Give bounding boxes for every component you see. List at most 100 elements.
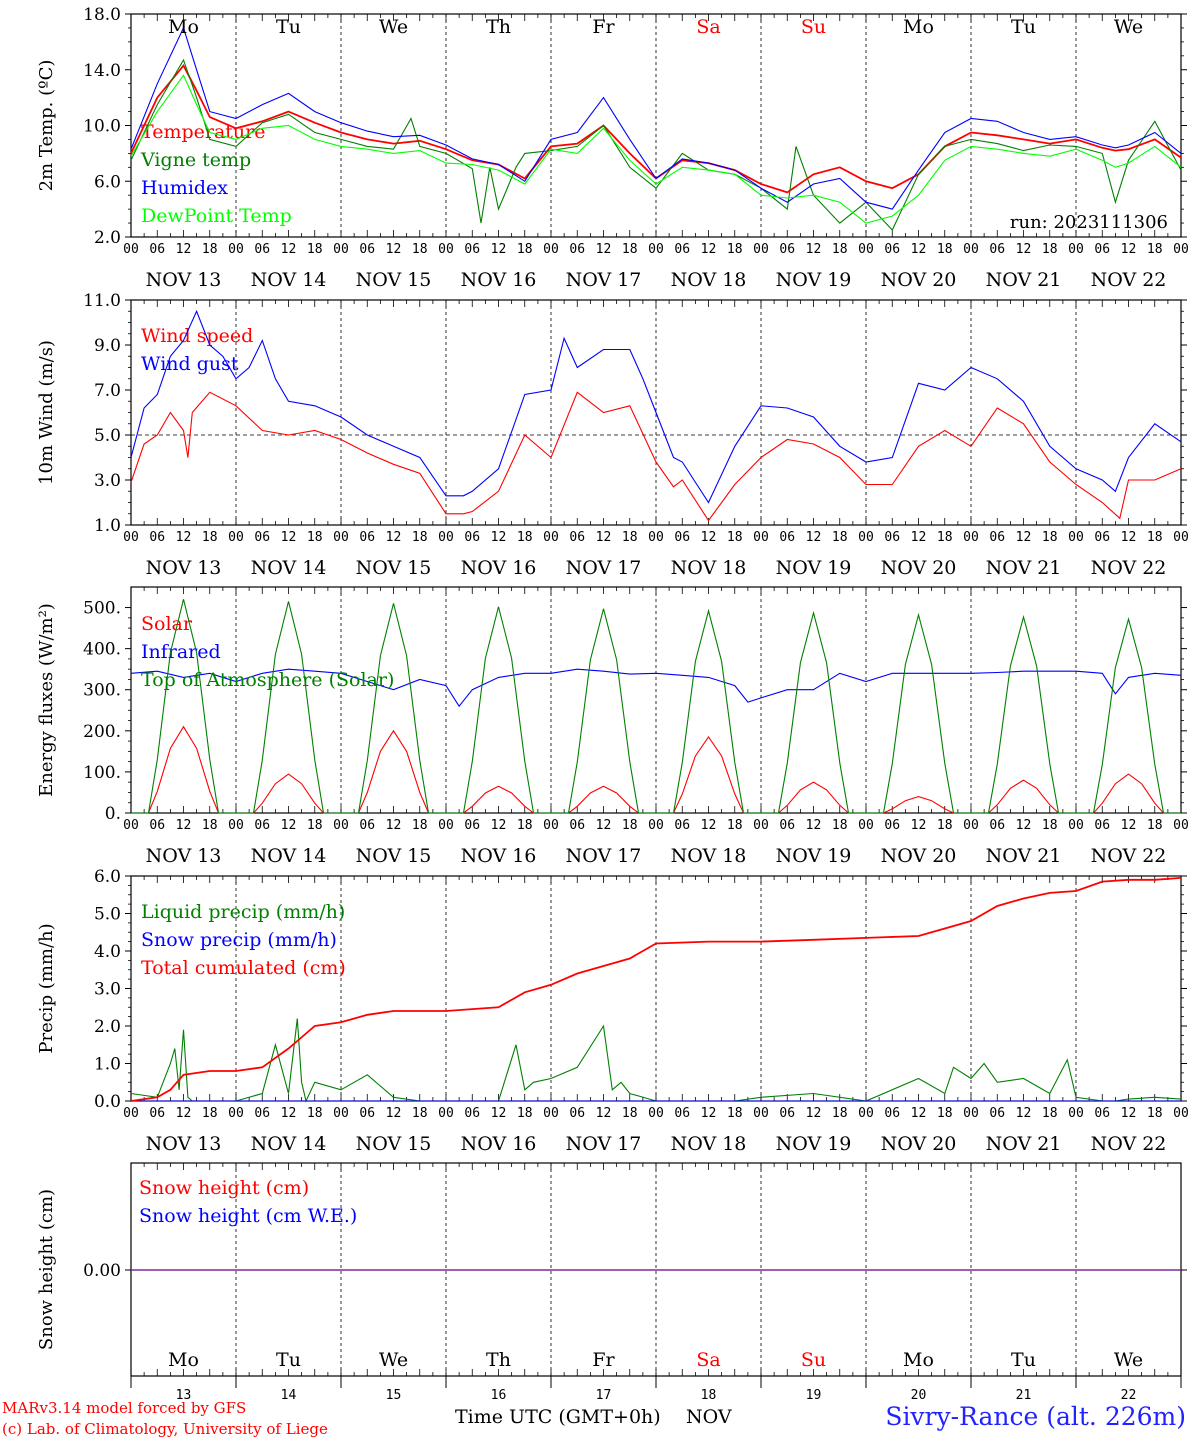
hour-label: 06: [569, 818, 585, 833]
y-tick-label: 4.0: [94, 942, 121, 962]
hour-label: 00: [753, 530, 769, 545]
hour-label: 18: [517, 818, 533, 833]
hour-label: 12: [491, 530, 507, 545]
hour-label: 06: [779, 530, 795, 545]
legend-entry: Total cumulated (cm): [141, 957, 346, 979]
panel-5: 0.00 Snow height (cm) Snow height (cm) Snow…: [36, 1162, 1187, 1403]
weekday-label: Th: [486, 1349, 511, 1371]
weekday-label: Tu: [276, 1349, 301, 1371]
hour-label: 06: [359, 818, 375, 833]
legend-entry: Top of Atmosphere (Solar): [141, 669, 394, 691]
hour-label: 18: [622, 1106, 638, 1121]
hour-label: 18: [307, 1106, 323, 1121]
hour-label: 06: [884, 242, 900, 257]
hour-label: 12: [281, 242, 297, 257]
hour-label: 18: [307, 818, 323, 833]
day-number: 21: [1016, 1388, 1032, 1403]
hour-label: 12: [1016, 818, 1032, 833]
weekday-label: Sa: [696, 16, 720, 38]
hour-label: 00: [543, 1106, 559, 1121]
y-tick-label: 1.0: [94, 1055, 121, 1075]
weekday-label: Su: [801, 1349, 826, 1371]
hour-label: 12: [491, 818, 507, 833]
y-tick-label: 400.: [83, 640, 121, 660]
y-tick-label: 3.0: [94, 980, 121, 1000]
hour-label: 00: [228, 242, 244, 257]
hour-label: 00: [1068, 1106, 1084, 1121]
y-tick-label: 6.0: [94, 172, 121, 192]
hour-label: 06: [359, 242, 375, 257]
hour-label: 18: [517, 530, 533, 545]
y-tick-label: 500.: [83, 599, 121, 619]
date-label: NOV 18: [671, 845, 747, 867]
legend-entry: Temperature: [141, 121, 265, 143]
y-tick-label: 2.0: [94, 1017, 121, 1037]
hour-label: 06: [884, 1106, 900, 1121]
hour-label: 18: [1042, 242, 1058, 257]
hour-label: 12: [1121, 818, 1137, 833]
hour-label: 18: [412, 530, 428, 545]
hour-label: 06: [359, 530, 375, 545]
x-axis-title: Time UTC (GMT+0h): [455, 1406, 661, 1428]
date-label: NOV 22: [1091, 845, 1167, 867]
hour-label: 00: [753, 1106, 769, 1121]
y-tick-label: 0.: [105, 804, 121, 824]
date-label: NOV 16: [461, 557, 537, 579]
date-label: NOV 22: [1091, 557, 1167, 579]
y-tick-label: 5.0: [94, 905, 121, 925]
y-tick-label: 14.0: [83, 61, 121, 81]
hour-label: 18: [727, 242, 743, 257]
legend-entry: Snow height (cm W.E.): [139, 1205, 357, 1227]
hour-label: 06: [674, 530, 690, 545]
date-label: NOV 20: [881, 845, 957, 867]
date-label: NOV 13: [146, 557, 222, 579]
hour-label: 12: [806, 1106, 822, 1121]
hour-label: 00: [333, 1106, 349, 1121]
hour-label: 12: [176, 818, 192, 833]
legend-entry: Snow height (cm): [139, 1177, 309, 1199]
series-line: [130, 58, 1182, 231]
date-label: NOV 21: [986, 269, 1062, 291]
date-label: NOV 15: [356, 269, 432, 291]
date-label: NOV 16: [461, 1133, 537, 1155]
hour-label: 12: [176, 1106, 192, 1121]
y-tick-label: 5.0: [94, 426, 121, 446]
hour-label: 12: [1121, 530, 1137, 545]
hour-label: 00: [228, 530, 244, 545]
hour-label: 00: [1068, 818, 1084, 833]
y-axis-title: Energy fluxes (W/m²): [36, 603, 57, 797]
hour-label: 18: [1042, 818, 1058, 833]
hour-label: 18: [1147, 530, 1163, 545]
y-tick-label: 3.0: [94, 471, 121, 491]
date-label: NOV 17: [566, 269, 642, 291]
date-label: NOV 20: [881, 269, 957, 291]
date-label: NOV 15: [356, 557, 432, 579]
hour-label: 00: [543, 242, 559, 257]
hour-label: 12: [386, 818, 402, 833]
hour-label: 18: [622, 818, 638, 833]
hour-label: 00: [333, 242, 349, 257]
hour-label: 06: [884, 818, 900, 833]
y-tick-label: 100.: [83, 763, 121, 783]
day-number: 16: [491, 1388, 507, 1403]
month-label: NOV: [686, 1406, 732, 1428]
hour-label: 06: [464, 530, 480, 545]
hour-label: 06: [149, 818, 165, 833]
hour-label: 18: [832, 1106, 848, 1121]
legend-entry: Infrared: [141, 641, 221, 663]
date-label: NOV 18: [671, 557, 747, 579]
hour-label: 00: [1173, 818, 1189, 833]
hour-label: 18: [517, 242, 533, 257]
legend-entry: Wind gust: [141, 353, 239, 375]
date-label: NOV 20: [881, 1133, 957, 1155]
date-label: NOV 18: [671, 269, 747, 291]
hour-label: 12: [281, 818, 297, 833]
hour-label: 00: [438, 242, 454, 257]
hour-label: 00: [123, 242, 139, 257]
day-number: 20: [911, 1388, 927, 1403]
hour-label: 18: [832, 530, 848, 545]
y-axis-title: Precip (mm/h): [36, 923, 57, 1053]
y-tick-label: 0.0: [94, 1092, 121, 1112]
hour-label: 00: [1068, 530, 1084, 545]
